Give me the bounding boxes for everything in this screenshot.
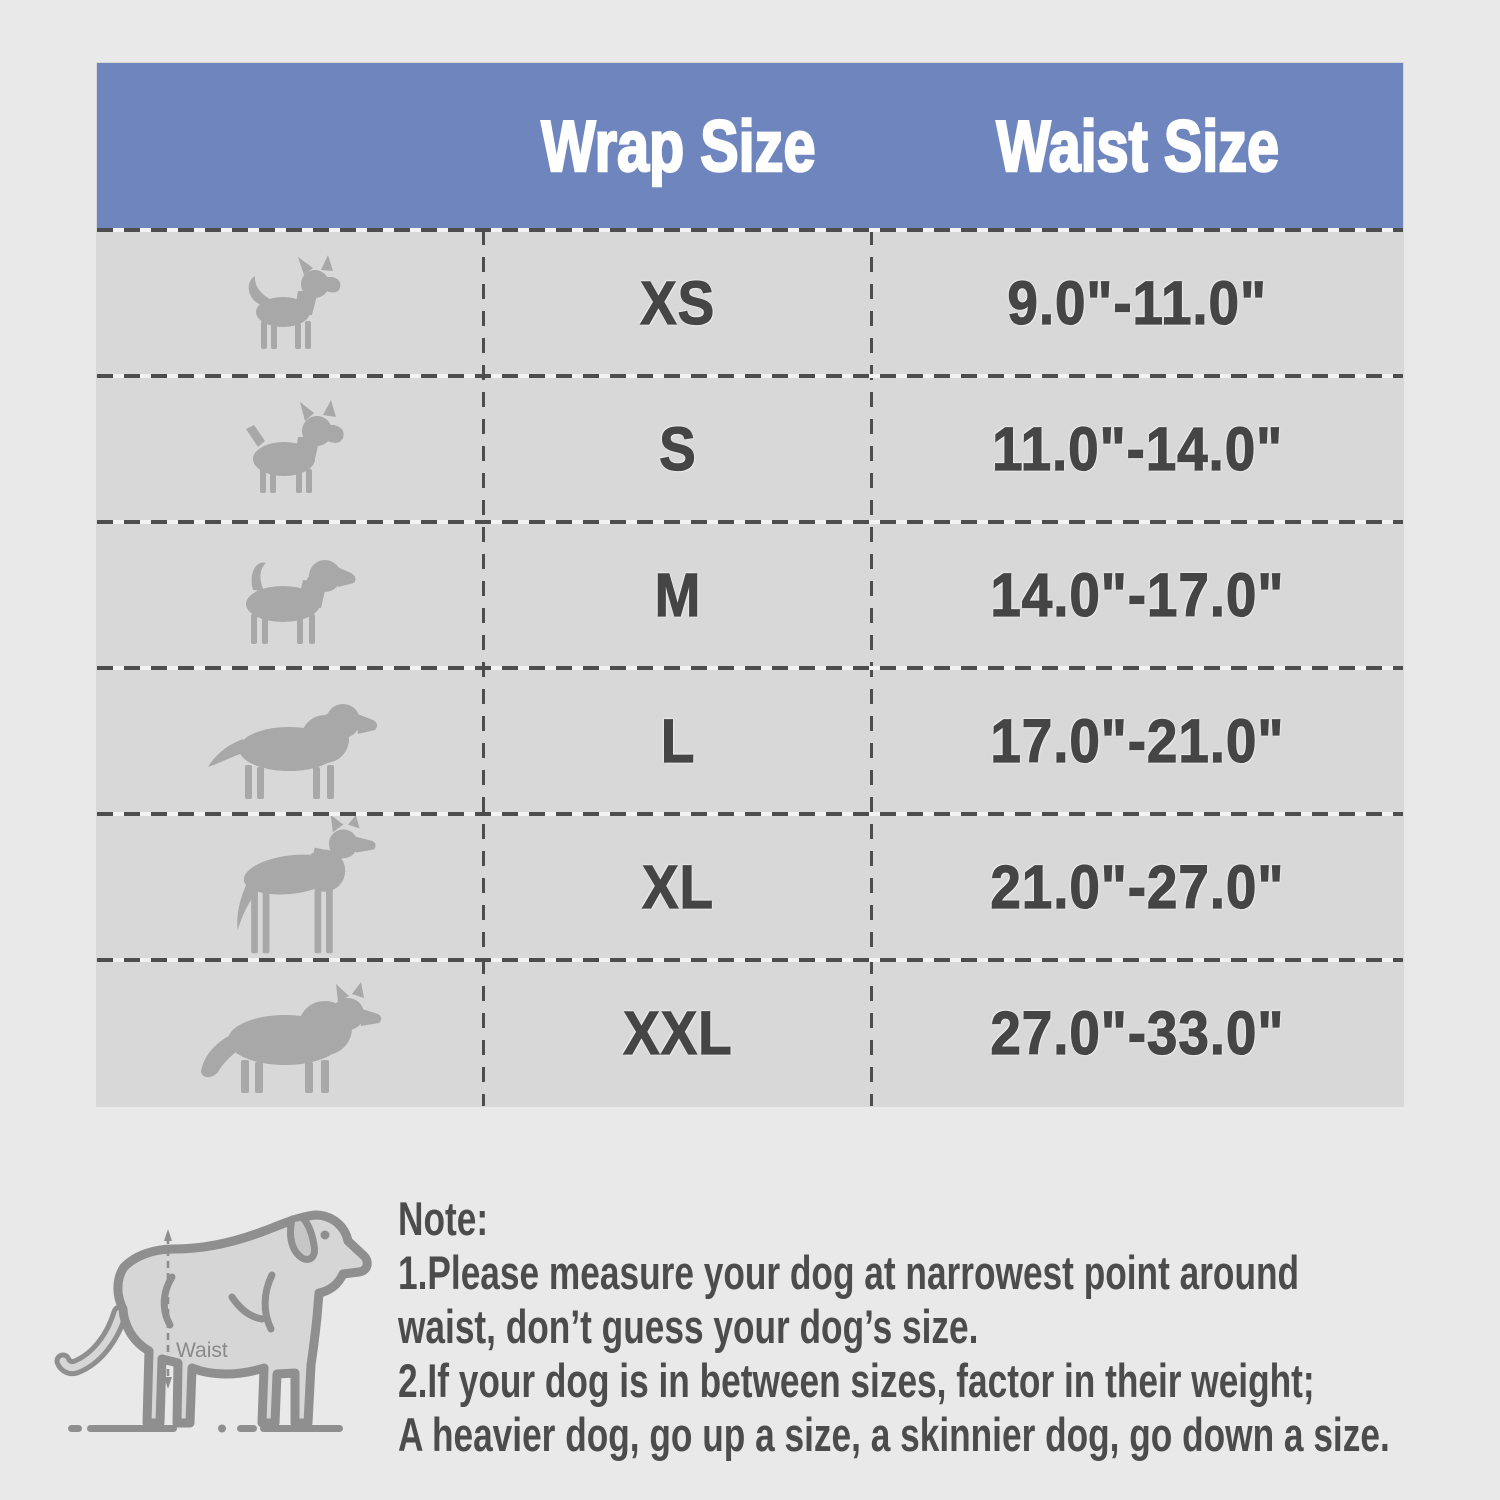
great-dane-icon: [236, 815, 376, 954]
table-body: XS 9.0"-11.0" S: [97, 228, 1403, 1106]
wrap-size-header-label: Wrap Size: [540, 105, 816, 188]
wrap-size-cell: XS: [484, 230, 872, 376]
collie-icon: [201, 982, 382, 1093]
note-line: 1.Please measure your dog at narrowest p…: [398, 1246, 1300, 1299]
note-line: 2.If your dog is in between sizes, facto…: [398, 1354, 1315, 1407]
dog-ear: [287, 1213, 318, 1263]
header-cell-wrap-size: Wrap Size: [484, 105, 872, 188]
note-section: Note: 1.Please measure your dog at narro…: [398, 1192, 1498, 1462]
waist-label: Waist: [176, 1339, 228, 1362]
wrap-size-value: XXL: [623, 998, 733, 1067]
row-dog-cell: [97, 230, 484, 376]
table-row: L 17.0"-21.0": [97, 666, 1403, 814]
beagle-icon: [245, 560, 355, 644]
waist-size-cell: 9.0"-11.0": [872, 230, 1403, 376]
header-cell-waist-size: Waist Size: [872, 105, 1403, 188]
waist-size-value: 21.0"-27.0": [990, 852, 1285, 921]
wrap-size-cell: XL: [484, 814, 872, 960]
waist-size-value: 14.0"-17.0": [990, 560, 1285, 629]
row-dog-cell: [97, 376, 484, 522]
table-row: XL 21.0"-27.0": [97, 812, 1403, 960]
row-dog-cell: [97, 668, 484, 814]
waist-size-value: 27.0"-33.0": [990, 998, 1285, 1067]
waist-size-value: 9.0"-11.0": [1007, 268, 1268, 337]
note-line: waist, don’t guess your dog’s size.: [398, 1300, 979, 1353]
table-header-row: Wrap Size Waist Size: [97, 63, 1403, 230]
row-dog-cell: [97, 960, 484, 1106]
wrap-size-value: M: [654, 560, 702, 629]
table-row: XS 9.0"-11.0": [97, 228, 1403, 376]
note-line: A heavier dog, go up a size, a skinnier …: [398, 1408, 1390, 1461]
waist-size-cell: 14.0"-17.0": [872, 522, 1403, 668]
row-dog-cell: [97, 522, 484, 668]
wrap-size-value: S: [659, 414, 697, 483]
wrap-size-cell: XXL: [484, 960, 872, 1106]
wrap-size-value: XS: [640, 268, 716, 337]
wrap-size-value: L: [660, 706, 696, 775]
dog-eye: [320, 1230, 330, 1240]
chihuahua-icon: [248, 255, 340, 349]
dog-body-outline: [113, 1210, 372, 1428]
wrap-size-value: XL: [641, 852, 714, 921]
dog-waist-measure-illustration: Waist: [54, 1210, 372, 1433]
waist-size-header-label: Waist Size: [995, 105, 1280, 188]
wrap-size-cell: L: [484, 668, 872, 814]
terrier-icon: [245, 400, 344, 493]
wrap-size-cell: S: [484, 376, 872, 522]
table-row: S 11.0"-14.0": [97, 374, 1403, 522]
labrador-icon: [207, 704, 377, 799]
note-title: Note:: [398, 1192, 489, 1245]
table-row: M 14.0"-17.0": [97, 520, 1403, 668]
waist-size-cell: 11.0"-14.0": [872, 376, 1403, 522]
waist-size-cell: 21.0"-27.0": [872, 814, 1403, 960]
row-dog-cell: [97, 814, 484, 960]
table-row: XXL 27.0"-33.0": [97, 958, 1403, 1106]
waist-size-cell: 27.0"-33.0": [872, 960, 1403, 1106]
size-chart-table: Wrap Size Waist Size: [96, 62, 1404, 1107]
waist-size-value: 17.0"-21.0": [990, 706, 1285, 775]
waist-size-value: 11.0"-14.0": [991, 414, 1283, 483]
wrap-size-cell: M: [484, 522, 872, 668]
waist-size-cell: 17.0"-21.0": [872, 668, 1403, 814]
